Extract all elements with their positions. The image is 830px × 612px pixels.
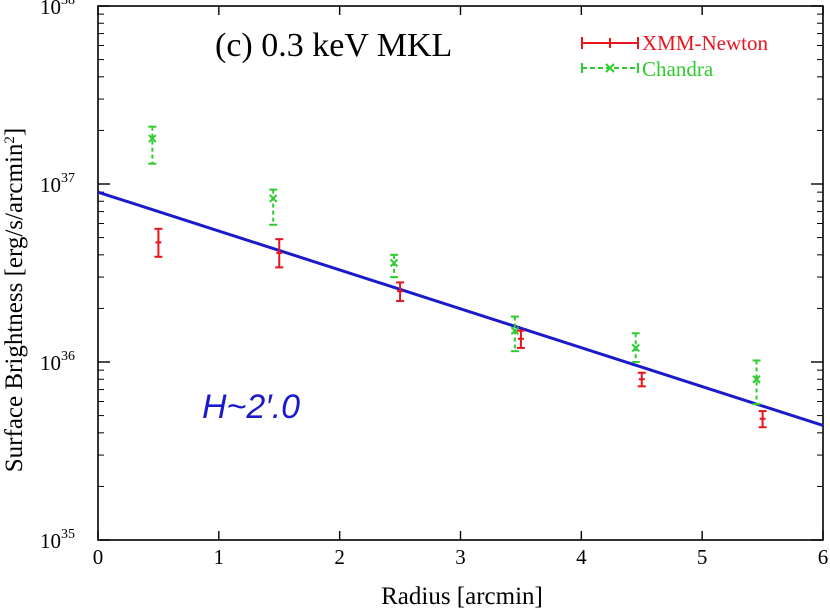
y-axis-label-close: ] bbox=[1, 128, 28, 136]
data-point bbox=[752, 375, 761, 384]
plot-frame bbox=[97, 5, 824, 541]
x-axis-label: Radius [arcmin] bbox=[381, 583, 543, 610]
chart-title: (c) 0.3 keV MKL bbox=[215, 27, 452, 64]
data-point bbox=[389, 258, 399, 268]
y-tick-exponent: 35 bbox=[61, 527, 75, 542]
data-point bbox=[148, 134, 157, 143]
y-tick-label: 1035 bbox=[40, 527, 75, 553]
y-tick-base: 10 bbox=[40, 351, 61, 375]
x-tick-label: 4 bbox=[576, 545, 587, 569]
y-tick-exponent: 36 bbox=[61, 349, 75, 364]
y-tick-label: 1037 bbox=[40, 171, 75, 197]
series-xmm-newton bbox=[154, 227, 767, 429]
y-axis-label: Surface Brightness [erg/s/arcmin2] bbox=[1, 128, 28, 472]
y-tick-label: 1038 bbox=[40, 0, 75, 19]
legend-entry-xmm: XMM-Newton bbox=[581, 31, 768, 55]
legend-label-xmm: XMM-Newton bbox=[642, 31, 768, 55]
series-chandra bbox=[148, 125, 761, 406]
legend-label-chandra: Chandra bbox=[642, 57, 714, 81]
y-tick-base: 10 bbox=[40, 0, 61, 19]
legend: XMM-Newton Chandra bbox=[581, 31, 768, 81]
data-point bbox=[269, 194, 278, 203]
legend-entry-chandra: Chandra bbox=[581, 57, 714, 81]
x-tick-label: 6 bbox=[818, 545, 829, 569]
y-tick-label: 1036 bbox=[40, 349, 75, 375]
y-tick-base: 10 bbox=[40, 529, 61, 553]
scale-height-annotation: H~2′.0 bbox=[202, 388, 300, 426]
fit-line bbox=[97, 190, 824, 427]
y-tick-base: 10 bbox=[40, 173, 61, 197]
x-tick-label: 0 bbox=[93, 545, 104, 569]
x-tick-label: 5 bbox=[697, 545, 708, 569]
x-tick-label: 1 bbox=[214, 545, 225, 569]
y-tick-exponent: 37 bbox=[61, 171, 75, 186]
data-point bbox=[510, 326, 520, 335]
fit-layer bbox=[97, 190, 824, 427]
x-tick-label: 2 bbox=[334, 545, 345, 569]
y-tick-exponent: 38 bbox=[61, 0, 75, 8]
data-point bbox=[631, 343, 640, 353]
data-layer bbox=[148, 125, 767, 429]
y-axis-label-main: Surface Brightness [erg/s/arcmin bbox=[1, 143, 28, 472]
y-axis-label-sup: 2 bbox=[2, 136, 18, 144]
x-tick-label: 3 bbox=[455, 545, 466, 569]
